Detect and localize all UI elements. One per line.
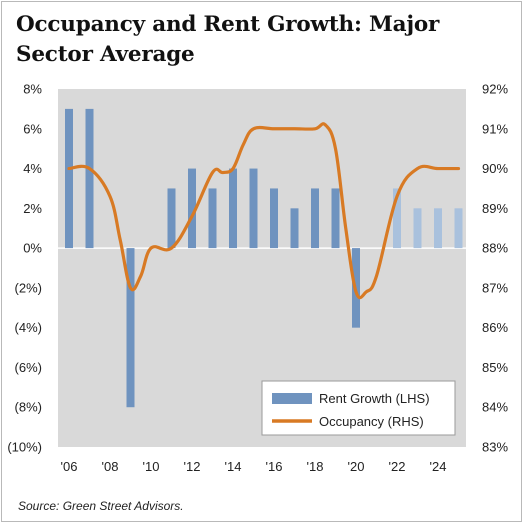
bar-2013 <box>208 188 217 249</box>
legend-box <box>261 380 456 436</box>
y-right-tick-label: 88% <box>482 241 508 256</box>
bar-2019 <box>331 188 340 249</box>
x-tick-label: '20 <box>348 459 365 474</box>
x-tick-label: '06 <box>61 459 78 474</box>
y-right-tick-label: 90% <box>482 161 508 176</box>
x-tick-label: '16 <box>266 459 283 474</box>
x-tick-label: '08 <box>102 459 119 474</box>
y-left-tick-label: (2%) <box>15 280 42 295</box>
x-tick-label: '12 <box>184 459 201 474</box>
bar-2022 <box>393 188 401 249</box>
bar-2011 <box>167 188 176 249</box>
y-left-tick-label: (8%) <box>15 400 42 415</box>
y-left-tick-label: 6% <box>23 121 42 136</box>
y-right-tick-label: 91% <box>482 121 508 136</box>
x-tick-label: '24 <box>430 459 447 474</box>
bar-2018 <box>311 188 319 249</box>
bar-2014 <box>229 168 237 249</box>
bar-2024 <box>434 208 442 249</box>
bar-2009 <box>126 248 135 408</box>
legend-label-occupancy: Occupancy (RHS) <box>319 414 424 429</box>
bar-2016 <box>270 188 278 249</box>
source-note: Source: Green Street Advisors. <box>18 499 184 513</box>
bar-2025 <box>454 208 463 249</box>
bar-2023 <box>413 208 422 249</box>
bar-2015 <box>249 168 258 249</box>
y-left-tick-label: (4%) <box>15 320 42 335</box>
y-right-tick-label: 86% <box>482 320 508 335</box>
x-tick-label: '22 <box>389 459 406 474</box>
y-left-tick-label: 4% <box>23 161 42 176</box>
x-tick-label: '10 <box>143 459 160 474</box>
bar-2017 <box>290 208 299 249</box>
occupancy-line <box>67 122 461 300</box>
bar-2006 <box>65 108 73 249</box>
y-left-tick-label: 8% <box>23 82 42 97</box>
bar-2012 <box>188 168 196 249</box>
y-right-tick-label: 83% <box>482 440 508 455</box>
chart-title: Occupancy and Rent Growth: Major Sector … <box>16 12 440 67</box>
y-right-tick-label: 85% <box>482 360 508 375</box>
y-left-tick-label: (10%) <box>7 440 42 455</box>
y-right-tick-label: 89% <box>482 201 508 216</box>
legend-swatch-rent-growth <box>272 393 312 404</box>
x-tick-label: '18 <box>307 459 324 474</box>
bar-2007 <box>85 108 94 249</box>
y-right-tick-label: 92% <box>482 82 508 97</box>
x-tick-label: '14 <box>225 459 242 474</box>
y-left-tick-label: (6%) <box>15 360 42 375</box>
y-right-tick-label: 87% <box>482 280 508 295</box>
y-left-tick-label: 2% <box>23 201 42 216</box>
y-left-tick-label: 0% <box>23 241 42 256</box>
legend-label-rent-growth: Rent Growth (LHS) <box>319 391 430 406</box>
y-right-tick-label: 84% <box>482 400 508 415</box>
